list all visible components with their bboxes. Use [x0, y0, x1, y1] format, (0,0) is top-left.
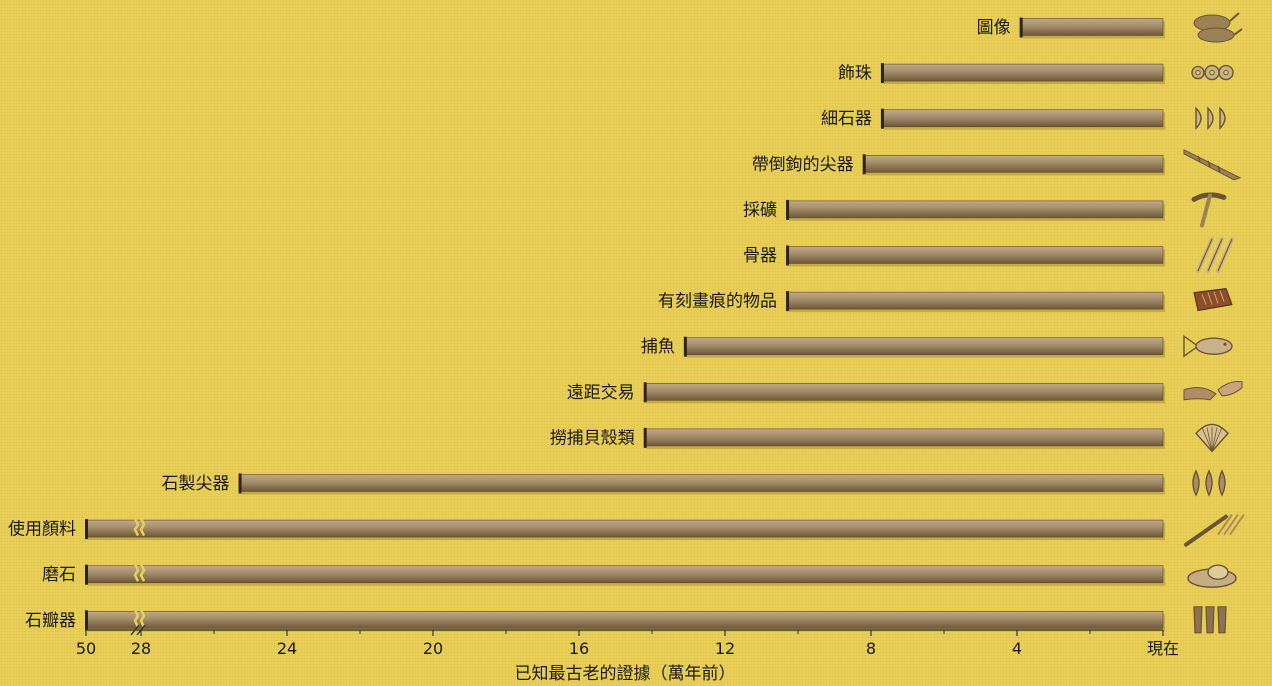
bar-start-mark — [880, 108, 884, 129]
bar-label: 使用顏料 — [8, 519, 76, 540]
bar-start-mark — [85, 564, 88, 585]
x-tick-label: 20 — [423, 639, 443, 658]
bar-row: 撈捕貝殼類 — [550, 427, 1165, 449]
blades-icon — [1193, 606, 1227, 634]
bar — [786, 200, 1164, 219]
bar-row: 採礦 — [743, 199, 1165, 221]
bar-label: 磨石 — [42, 565, 76, 585]
grindstone-icon — [1187, 564, 1237, 588]
x-tick-label: 現在 — [1147, 639, 1179, 658]
bar-label: 捕魚 — [641, 337, 675, 357]
bone-tool-icon — [1196, 237, 1234, 273]
bar — [644, 428, 1164, 447]
bar-start-mark — [880, 63, 884, 84]
bar-label: 圖像 — [977, 18, 1011, 38]
shell-icon — [1195, 423, 1229, 453]
bar — [85, 565, 1164, 584]
bar-break-mark — [133, 609, 146, 628]
bar-row: 飾珠 — [838, 63, 1165, 85]
x-tick-label: 12 — [715, 639, 735, 658]
bar-start-mark — [643, 427, 647, 448]
bar-label: 細石器 — [821, 109, 872, 129]
bar-row: 磨石 — [42, 563, 1165, 586]
bar-row: 帶倒鉤的尖器 — [752, 154, 1165, 176]
x-tick-label: 50 — [76, 639, 96, 658]
bar-start-mark — [238, 473, 242, 494]
bar — [881, 109, 1164, 127]
bar-start-mark — [786, 245, 790, 266]
bar-label: 石製尖器 — [162, 474, 230, 494]
bar-start-mark — [643, 382, 647, 403]
x-tick-label: 8 — [866, 639, 876, 658]
bar-row: 圖像 — [977, 17, 1165, 39]
bar-row: 石瓣器 — [25, 609, 1165, 632]
bar-row: 有刻畫痕的物品 — [658, 291, 1165, 313]
bar-label: 骨器 — [743, 246, 777, 266]
pick-icon — [1191, 192, 1227, 228]
bar-start-mark — [1019, 17, 1023, 38]
engraved-ochre-icon — [1193, 288, 1233, 312]
bar-row: 使用顏料 — [8, 518, 1165, 541]
bar — [85, 519, 1164, 538]
rhino-painting-icon — [1193, 12, 1243, 43]
bar-break-mark — [133, 563, 146, 582]
x-tick-label: 4 — [1012, 639, 1022, 658]
x-tick-label: 16 — [569, 639, 589, 658]
bar-label: 撈捕貝殼類 — [550, 428, 635, 448]
bar-label: 遠距交易 — [567, 383, 635, 403]
fish-icon — [1183, 334, 1233, 358]
bar-row: 骨器 — [743, 245, 1165, 267]
bar-break-mark — [133, 518, 146, 537]
bar — [786, 246, 1164, 264]
bar — [863, 155, 1164, 173]
bar-label: 帶倒鉤的尖器 — [752, 155, 854, 175]
x-tick-label: 28 — [131, 639, 151, 658]
bar-label: 有刻畫痕的物品 — [658, 292, 777, 312]
bar-row: 遠距交易 — [567, 382, 1165, 404]
bar — [239, 474, 1164, 492]
bar-label: 採礦 — [743, 200, 777, 220]
bar — [1020, 18, 1164, 36]
x-axis-title: 已知最古老的證據（萬年前） — [515, 664, 736, 684]
bar-start-mark — [683, 336, 687, 357]
bar-row: 捕魚 — [641, 336, 1165, 358]
bar — [644, 382, 1164, 401]
trade-hands-icon — [1183, 380, 1243, 401]
barbed-point-icon — [1183, 148, 1242, 181]
bar — [881, 63, 1164, 82]
bar-start-mark — [786, 199, 790, 220]
microlith-icon — [1195, 106, 1226, 130]
bar-start-mark — [862, 154, 866, 175]
stone-points-icon — [1192, 469, 1226, 497]
pigment-icon — [1184, 514, 1245, 547]
x-tick-label: 24 — [277, 639, 297, 658]
bar-label: 石瓣器 — [25, 611, 76, 631]
bar-start-mark — [85, 519, 88, 540]
bar — [85, 610, 1164, 629]
beads-icon — [1191, 64, 1234, 81]
bar-row: 細石器 — [821, 108, 1165, 130]
bar-start-mark — [85, 610, 88, 631]
bar-row: 石製尖器 — [162, 473, 1166, 495]
bar-label: 飾珠 — [838, 64, 872, 84]
bar — [684, 337, 1164, 356]
bar-start-mark — [786, 291, 790, 312]
bar — [786, 291, 1164, 310]
